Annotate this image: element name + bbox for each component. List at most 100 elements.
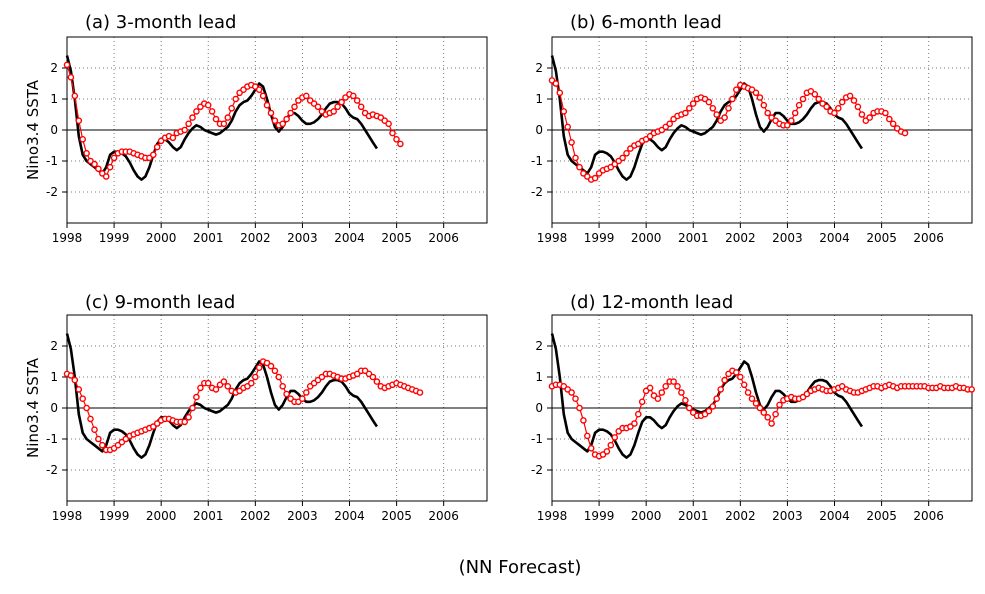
y-tick-label: 2 bbox=[535, 61, 543, 75]
forecast-series-line bbox=[66, 64, 401, 178]
forecast-point bbox=[568, 139, 575, 146]
forecast-point bbox=[385, 120, 392, 128]
forecast-point bbox=[83, 149, 90, 157]
forecast-point bbox=[654, 395, 662, 403]
forecast-point bbox=[228, 105, 235, 112]
x-tick-label: 2003 bbox=[772, 231, 803, 245]
forecast-point bbox=[267, 362, 275, 370]
x-tick-label: 1999 bbox=[99, 231, 130, 245]
forecast-point bbox=[302, 92, 310, 100]
figure-caption: (NN Forecast) bbox=[459, 557, 582, 578]
forecast-point bbox=[71, 92, 79, 100]
forecast-point bbox=[658, 389, 666, 396]
forecast-point bbox=[619, 154, 626, 162]
forecast-point bbox=[756, 94, 764, 101]
forecast-point bbox=[87, 415, 94, 423]
forecast-point bbox=[568, 389, 575, 396]
forecast-point bbox=[831, 109, 838, 117]
forecast-point bbox=[247, 379, 255, 387]
y-tick-label: 1 bbox=[535, 370, 543, 384]
forecast-point bbox=[275, 373, 283, 381]
forecast-point bbox=[556, 89, 564, 97]
forecast-point bbox=[791, 109, 799, 117]
x-tick-label: 2006 bbox=[428, 509, 459, 523]
forecast-point bbox=[79, 395, 86, 403]
x-tick-label: 2000 bbox=[146, 231, 177, 245]
forecast-point bbox=[212, 386, 220, 393]
forecast-point bbox=[75, 117, 83, 124]
forecast-point bbox=[397, 140, 404, 148]
observed-series-line bbox=[65, 333, 378, 459]
panel-c-9-month-lead: (c) 9-month lead Nino3.4 SSTA 1998 1999 20… bbox=[24, 292, 488, 523]
x-tick-label: 2001 bbox=[678, 231, 709, 245]
forecast-point bbox=[752, 89, 760, 97]
forecast-point bbox=[760, 101, 768, 109]
forecast-point bbox=[353, 97, 361, 104]
forecast-point bbox=[204, 379, 212, 387]
forecast-point bbox=[729, 95, 736, 103]
forecast-point bbox=[678, 389, 685, 396]
forecast-point bbox=[576, 404, 583, 412]
forecast-point bbox=[110, 154, 118, 162]
y-tick-label: 2 bbox=[50, 61, 58, 75]
forecast-point bbox=[204, 101, 212, 109]
y-tick-label: -1 bbox=[46, 432, 58, 446]
forecast-point bbox=[784, 122, 791, 129]
x-tick-label: 1998 bbox=[537, 231, 568, 245]
forecast-point bbox=[267, 109, 275, 117]
forecast-point bbox=[713, 395, 721, 403]
panel-title: (b) 6-month lead bbox=[570, 12, 722, 33]
y-tick-label: -2 bbox=[531, 185, 543, 199]
y-tick-label: 0 bbox=[50, 401, 58, 415]
y-axis-label: Nino3.4 SSTA bbox=[24, 357, 42, 458]
forecast-point bbox=[674, 382, 681, 390]
forecast-point bbox=[279, 382, 287, 390]
forecast-point bbox=[748, 395, 756, 403]
forecast-point bbox=[338, 98, 345, 106]
forecast-point bbox=[682, 109, 689, 117]
forecast-point bbox=[631, 420, 638, 427]
forecast-point bbox=[623, 149, 630, 157]
x-tick-label: 2002 bbox=[240, 509, 271, 523]
forecast-point bbox=[866, 114, 874, 121]
x-tick-label: 1999 bbox=[99, 509, 130, 523]
forecast-point bbox=[572, 395, 579, 403]
forecast-point bbox=[291, 103, 298, 111]
x-tick-label: 2001 bbox=[193, 231, 224, 245]
y-axis-label: Nino3.4 SSTA bbox=[24, 79, 42, 180]
forecast-point bbox=[185, 120, 192, 128]
forecast-point bbox=[721, 114, 728, 121]
forecast-point bbox=[283, 390, 290, 398]
forecast-point bbox=[279, 120, 287, 128]
forecast-point bbox=[670, 378, 677, 385]
forecast-point bbox=[389, 129, 396, 137]
forecast-point bbox=[686, 105, 693, 112]
forecast-point bbox=[75, 386, 83, 393]
forecast-point bbox=[760, 409, 768, 416]
x-tick-label: 2002 bbox=[725, 231, 756, 245]
x-tick-label: 1998 bbox=[52, 509, 83, 523]
forecast-point bbox=[968, 386, 976, 393]
forecast-point bbox=[416, 389, 424, 396]
forecast-point bbox=[224, 114, 232, 121]
forecast-point bbox=[263, 101, 271, 109]
forecast-point bbox=[552, 80, 560, 87]
x-tick-label: 1998 bbox=[52, 231, 83, 245]
forecast-point bbox=[564, 123, 572, 131]
forecast-point bbox=[646, 384, 654, 392]
forecast-point bbox=[193, 108, 200, 115]
forecast-point bbox=[91, 160, 98, 168]
forecast-point bbox=[717, 386, 725, 393]
forecast-point bbox=[287, 109, 294, 117]
x-tick-label: 2003 bbox=[772, 509, 803, 523]
panel-d-12-month-lead: (d) 12-month lead 1998 1999 2000 2001 2002 20… bbox=[531, 292, 976, 523]
y-tick-label: -2 bbox=[531, 463, 543, 477]
forecast-point bbox=[744, 389, 752, 396]
forecast-point bbox=[764, 109, 772, 117]
forecast-point bbox=[709, 403, 717, 410]
y-tick-label: 1 bbox=[50, 92, 58, 106]
forecast-point bbox=[369, 373, 377, 381]
forecast-point bbox=[795, 101, 803, 109]
forecast-point bbox=[603, 448, 611, 455]
